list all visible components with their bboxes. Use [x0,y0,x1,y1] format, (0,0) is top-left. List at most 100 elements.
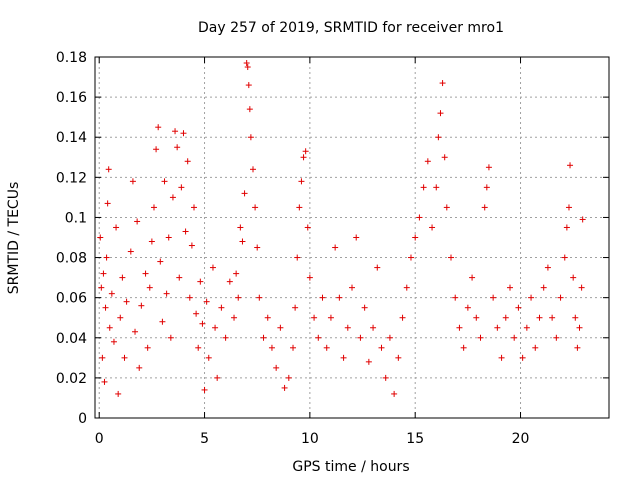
data-point [340,354,347,361]
data-point [195,344,202,351]
y-tick-label: 0.16 [56,90,87,106]
data-point [452,294,459,301]
data-point [437,110,444,117]
data-point [528,294,535,301]
data-point [110,338,117,345]
data-points [97,60,586,397]
data-point [306,274,313,281]
data-point [121,354,128,361]
data-point [98,284,105,291]
data-point [264,314,271,321]
data-point [127,248,134,255]
data-point [182,228,189,235]
data-point [101,378,108,385]
data-point [180,130,187,137]
data-point [523,324,530,331]
y-tick-label: 0.02 [56,371,87,387]
data-point [506,284,513,291]
data-point [169,194,176,201]
data-point [243,60,250,67]
data-point [412,234,419,241]
data-point [374,264,381,271]
data-point [399,314,406,321]
data-point [563,224,570,231]
data-point [205,354,212,361]
data-point [108,290,115,297]
data-point [544,264,551,271]
data-point [296,204,303,211]
data-point [281,384,288,391]
data-point [576,324,583,331]
data-point [327,314,334,321]
data-point [260,334,267,341]
data-point [102,304,109,311]
data-point [100,270,107,277]
data-point [172,128,179,135]
x-axis-label: GPS time / hours [292,459,409,475]
data-point [134,218,141,225]
data-point [292,304,299,311]
data-point [103,254,110,261]
data-point [178,184,185,191]
data-point [391,390,398,397]
data-point [268,344,275,351]
data-point [349,284,355,291]
y-tick-label: 0.12 [56,170,87,186]
data-point [106,324,113,331]
data-point [136,364,143,371]
data-point [578,284,585,291]
data-point [117,314,124,321]
data-point [469,274,476,281]
data-point [579,216,586,223]
data-point [97,234,104,241]
data-point [361,304,368,311]
data-point [483,184,490,191]
data-point [212,324,219,331]
data-point [304,224,311,231]
data-point [218,304,225,311]
data-point [416,214,423,221]
data-point [199,320,206,327]
y-tick-label: 0.18 [56,50,87,66]
x-tick-labels: 0 5 10 15 20 [95,431,530,447]
data-point [146,284,153,291]
data-point [443,204,450,211]
data-point [129,178,136,185]
data-point [123,298,130,305]
data-point [104,200,111,207]
plot-frame [94,56,610,419]
data-point [167,334,174,341]
data-point [105,166,112,173]
data-point [311,314,318,321]
data-point [249,166,256,173]
data-point [235,294,242,301]
data-point [254,244,261,251]
y-tick-label: 0.1 [65,210,87,226]
data-point [99,354,106,361]
data-point [498,354,505,361]
data-point [429,224,436,231]
data-point [420,184,427,191]
data-point [159,318,166,325]
data-point [386,334,393,341]
data-point [323,344,330,351]
data-point [336,294,343,301]
data-point [245,82,252,89]
chart-title: Day 257 of 2019, SRMTID for receiver mro… [198,20,504,36]
data-point [424,158,431,165]
data-point [231,314,238,321]
data-point [273,364,280,371]
data-point [119,274,126,281]
data-point [188,242,195,249]
data-point [244,64,251,71]
data-point [561,254,568,261]
data-point [226,278,233,285]
axis-ticks [95,56,609,419]
data-point [536,314,543,321]
data-point [481,204,488,211]
data-point [203,298,210,305]
data-point [277,324,284,331]
x-tick-label: 20 [512,431,530,447]
data-point [407,254,414,261]
